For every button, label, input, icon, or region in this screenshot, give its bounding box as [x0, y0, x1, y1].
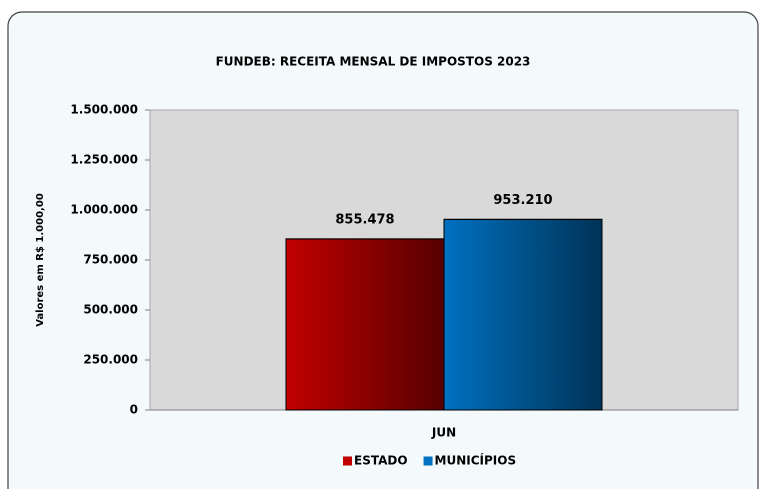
bar: [285, 238, 445, 411]
y-tick-label: 750.000: [83, 253, 138, 267]
y-tick-label: 1.000.000: [70, 203, 138, 217]
y-tick-label: 500.000: [83, 303, 138, 317]
legend-label: MUNICÍPIOS: [435, 453, 517, 468]
bar: [443, 218, 603, 411]
y-tick-label: 1.500.000: [70, 103, 138, 117]
legend-swatch: [423, 456, 433, 466]
data-label: 855.478: [335, 212, 394, 227]
chart-title: FUNDEB: RECEITA MENSAL DE IMPOSTOS 2023: [216, 55, 531, 69]
y-tick-label: 250.000: [83, 353, 138, 367]
y-tick-label: 1.250.000: [70, 153, 138, 167]
legend-swatch: [343, 456, 352, 466]
y-axis-label: Valores em R$ 1.000,00: [35, 193, 46, 327]
y-tick-label: 0: [130, 403, 138, 417]
data-label: 953.210: [493, 193, 552, 208]
x-tick-label: JUN: [431, 426, 456, 440]
legend-label: ESTADO: [354, 454, 408, 468]
